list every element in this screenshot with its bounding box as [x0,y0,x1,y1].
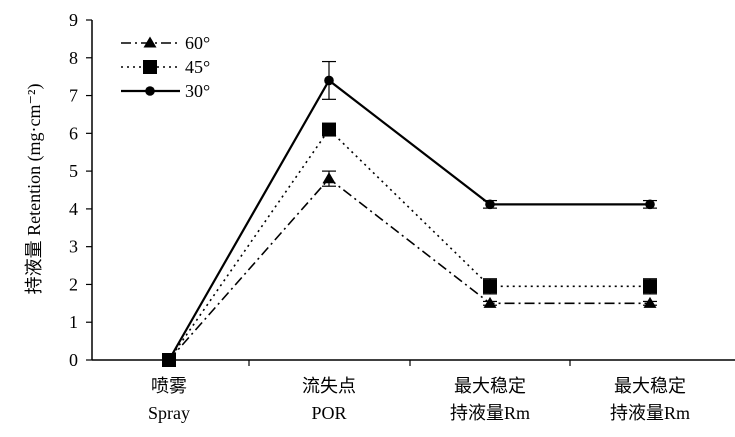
data-point [645,199,655,210]
x-tick-label: Spray [148,403,190,423]
x-tick-label: 流失点 [302,376,356,396]
x-tick-label: 持液量Rm [610,403,690,423]
x-tick-label: 最大稳定 [454,376,526,396]
data-point [164,355,174,365]
y-tick-label: 8 [69,48,78,68]
y-tick-label: 7 [69,86,78,106]
series-60deg [162,170,657,365]
data-point [643,279,657,294]
y-tick-label: 9 [69,10,78,30]
y-axis-title: 持液量 Retention (mg·cm⁻²) [24,84,45,295]
data-point [483,296,497,308]
y-tick-label: 4 [69,199,78,219]
legend-label: 30° [185,81,210,101]
series-30deg [164,60,657,365]
series-line [168,177,650,361]
legend: 60° 45° 30° [121,33,210,101]
data-point [483,279,497,294]
series-line [168,128,650,361]
series-line [168,78,650,361]
x-tick-label: 喷雾 [151,376,187,396]
series-layer [162,60,657,367]
legend-marker [145,86,155,96]
data-point [485,199,495,210]
axes [91,20,735,361]
x-tick-label: POR [311,403,346,423]
y-tick-label: 3 [69,237,78,257]
series-45deg [162,122,657,367]
data-point [643,296,657,308]
y-tick-label: 5 [69,161,78,181]
y-tick-label: 2 [69,274,78,294]
y-tick-label: 1 [69,312,78,332]
y-tick-labels: 0 1 2 3 4 5 6 7 8 9 [69,10,92,370]
data-point [322,122,336,137]
x-tick-label: 最大稳定 [614,376,686,396]
legend-marker [143,60,157,74]
data-point [322,172,336,184]
y-tick-label: 0 [69,350,78,370]
y-tick-label: 6 [69,123,78,143]
data-point [324,75,334,86]
legend-marker [143,36,157,48]
legend-label: 60° [185,33,210,53]
x-tick-label: 持液量Rm [450,403,530,423]
legend-label: 45° [185,57,210,77]
